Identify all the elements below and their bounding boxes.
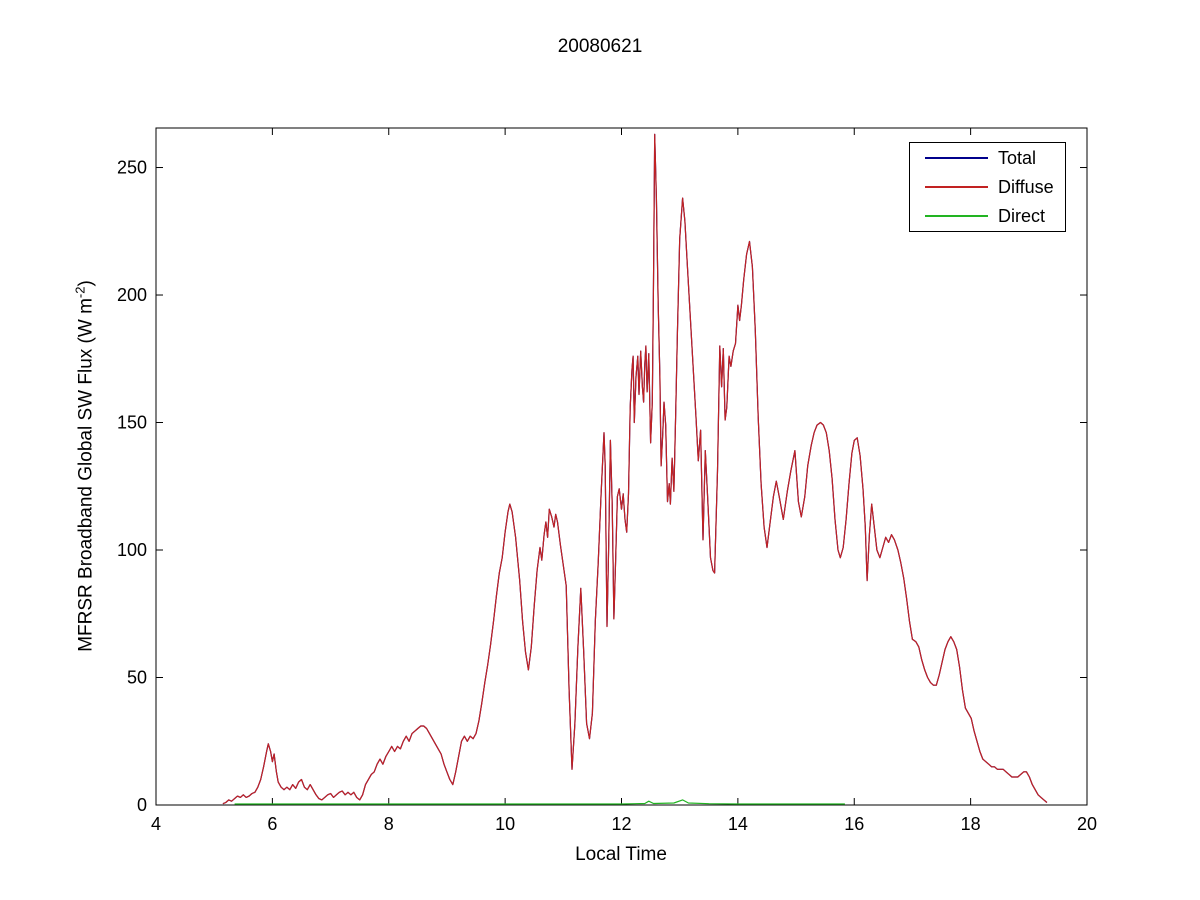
x-tick-label: 8 xyxy=(384,814,394,834)
legend-line-direct xyxy=(925,215,988,218)
y-tick-label: 200 xyxy=(117,285,147,305)
x-tick-label: 18 xyxy=(961,814,981,834)
x-tick-label: 20 xyxy=(1077,814,1097,834)
legend-label-diffuse: Diffuse xyxy=(998,176,1054,197)
y-tick-label: 250 xyxy=(117,158,147,178)
x-axis-label: Local Time xyxy=(575,844,667,865)
legend-line-diffuse xyxy=(925,185,988,188)
legend-label-total: Total xyxy=(998,147,1037,168)
y-axis-label-text: MFRSR Broadband Global SW Flux (W m xyxy=(75,298,97,652)
y-tick-label: 100 xyxy=(117,540,147,560)
y-tick-label: 50 xyxy=(127,668,147,688)
x-tick-label: 12 xyxy=(611,814,631,834)
legend-label-direct: Direct xyxy=(998,206,1046,227)
x-tick-label: 14 xyxy=(728,814,748,834)
legend-item-diffuse: Diffuse xyxy=(910,172,1065,201)
legend-item-total: Total xyxy=(910,143,1065,172)
legend-line-total xyxy=(925,156,988,159)
y-axis-label-superscript: -2 xyxy=(72,286,88,299)
y-tick-label: 150 xyxy=(117,413,147,433)
x-tick-label: 6 xyxy=(267,814,277,834)
series-direct-line xyxy=(234,799,845,805)
x-tick-label: 10 xyxy=(495,814,515,834)
x-tick-label: 16 xyxy=(844,814,864,834)
series-total-line xyxy=(222,133,1048,805)
x-tick-label: 4 xyxy=(151,814,161,834)
y-axis-label: MFRSR Broadband Global SW Flux (W m-2) xyxy=(72,280,97,652)
legend: Total Diffuse Direct xyxy=(909,142,1066,232)
y-tick-label: 0 xyxy=(137,795,147,815)
chart-title: 20080621 xyxy=(557,36,643,57)
y-axis-label-close: ) xyxy=(75,280,97,287)
series-diffuse-line xyxy=(222,133,1048,805)
legend-item-direct: Direct xyxy=(910,202,1065,231)
